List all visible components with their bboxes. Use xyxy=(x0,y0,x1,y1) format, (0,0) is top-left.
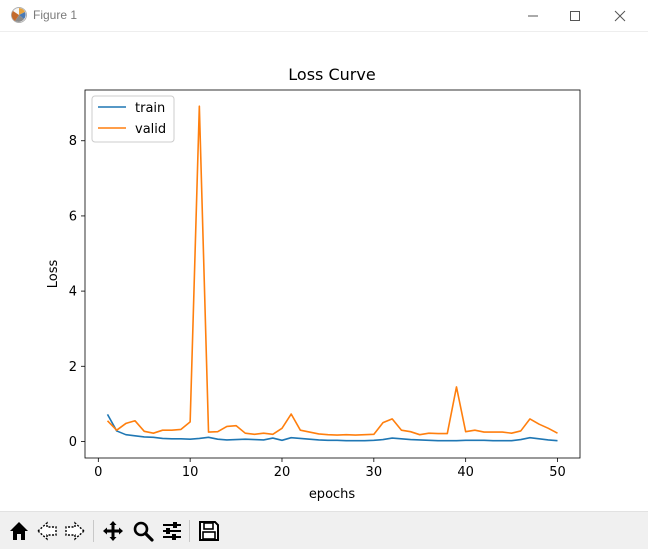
toolbar-separator xyxy=(189,520,190,542)
y-axis-label: Loss xyxy=(46,260,61,289)
legend-train-label: train xyxy=(135,101,165,116)
legend-valid-label: valid xyxy=(135,122,166,137)
legend: train valid xyxy=(91,95,175,143)
x-tick-label: 20 xyxy=(274,465,291,480)
pan-move-icon xyxy=(102,520,124,542)
close-icon xyxy=(614,10,626,22)
toolbar-separator xyxy=(93,520,94,542)
close-button[interactable] xyxy=(597,0,643,31)
maximize-icon xyxy=(569,10,581,22)
forward-button[interactable] xyxy=(62,518,88,544)
save-floppy-icon xyxy=(198,520,220,542)
minimize-icon xyxy=(527,10,539,22)
x-axis-ticks: 0 10 20 30 40 50 xyxy=(94,458,566,480)
zoom-button[interactable] xyxy=(130,518,156,544)
y-tick-label: 4 xyxy=(69,285,77,300)
zoom-magnifier-icon xyxy=(132,520,154,542)
axes-frame xyxy=(84,89,581,459)
x-tick-label: 50 xyxy=(549,465,566,480)
minimize-button[interactable] xyxy=(510,0,556,31)
window-title: Figure 1 xyxy=(33,8,78,22)
maximize-button[interactable] xyxy=(552,0,598,31)
y-tick-label: 8 xyxy=(69,134,77,149)
chart-title: Loss Curve xyxy=(288,65,375,84)
x-tick-label: 30 xyxy=(366,465,383,480)
home-icon xyxy=(8,520,30,542)
x-tick-label: 10 xyxy=(182,465,199,480)
title-bar[interactable]: Figure 1 xyxy=(0,0,648,32)
x-tick-label: 0 xyxy=(94,465,102,480)
home-button[interactable] xyxy=(6,518,32,544)
subplot-config-icon xyxy=(161,520,183,542)
subplots-button[interactable] xyxy=(159,518,185,544)
pan-button[interactable] xyxy=(100,518,126,544)
axes-background xyxy=(85,90,580,458)
back-button[interactable] xyxy=(34,518,60,544)
loss-chart: 0 10 20 30 40 50 0 2 4 6 8 Loss Curve epochs Loss… xyxy=(46,65,581,502)
save-button[interactable] xyxy=(196,518,222,544)
matplotlib-figure-icon xyxy=(10,6,28,24)
y-tick-label: 0 xyxy=(69,435,77,450)
y-tick-label: 6 xyxy=(69,209,77,224)
figure-canvas[interactable]: 0 10 20 30 40 50 0 2 4 6 8 Loss Curve epochs Loss… xyxy=(0,31,648,511)
forward-arrow-icon xyxy=(64,520,86,542)
y-tick-label: 2 xyxy=(69,360,77,375)
x-axis-label: epochs xyxy=(309,487,356,502)
y-axis-ticks: 0 2 4 6 8 xyxy=(69,134,85,450)
navigation-toolbar xyxy=(0,511,648,549)
series-line-valid xyxy=(106,105,558,436)
series-layer xyxy=(106,105,558,442)
series-line-train xyxy=(106,414,558,442)
back-arrow-icon xyxy=(36,520,58,542)
x-tick-label: 40 xyxy=(457,465,474,480)
